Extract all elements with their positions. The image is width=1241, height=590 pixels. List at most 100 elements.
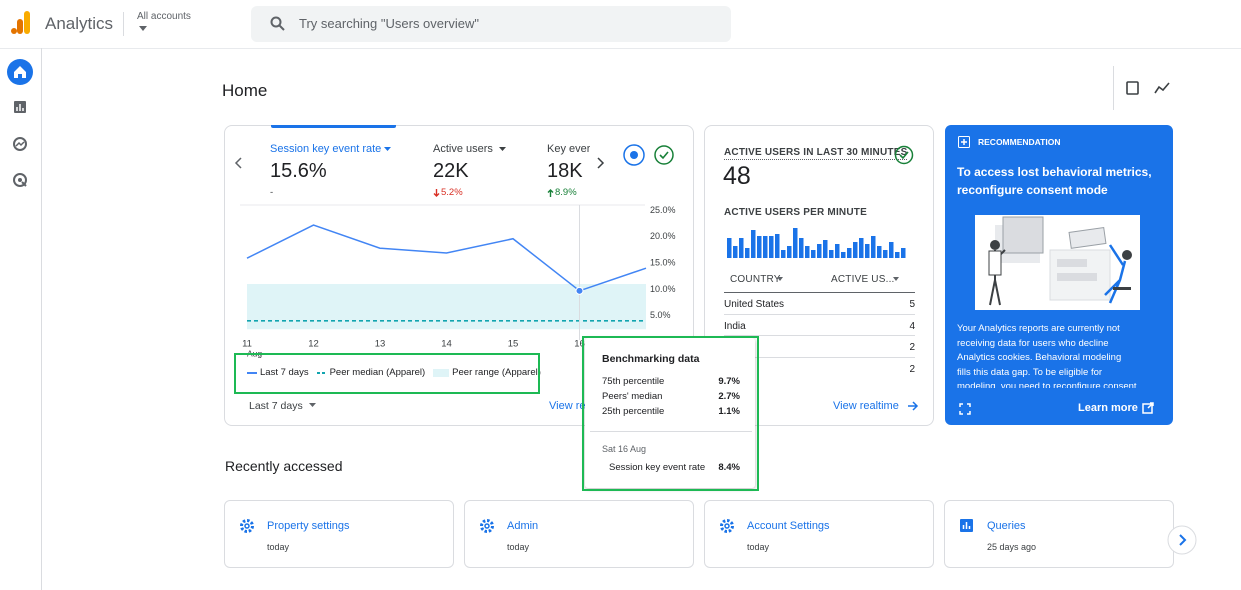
realtime-title: ACTIVE USERS IN LAST 30 MINUTES [724, 147, 908, 160]
metric-change: - [270, 187, 274, 198]
tooltip-row-value: 1.1% [718, 406, 740, 417]
legend-label: Last 7 days [260, 367, 309, 378]
country: United States [724, 299, 785, 310]
view-report-link[interactable]: View re [549, 400, 586, 412]
minute-bar [787, 246, 792, 258]
metric-label[interactable]: Session key event rate [270, 143, 382, 155]
users: 2 [909, 342, 915, 353]
minute-bar [811, 250, 816, 258]
gear [240, 519, 254, 533]
recent-title: Admin [507, 520, 539, 532]
recent-time: today [747, 542, 770, 552]
metric-change: 5.2% [441, 187, 463, 198]
metric-value: 18K [547, 160, 583, 182]
legend-item: Peer range (Apparel) [433, 367, 541, 378]
gear [720, 519, 734, 533]
recent-title: Property settings [267, 520, 350, 532]
table-row: 2 [724, 356, 915, 379]
recent-icon [960, 519, 973, 532]
section-title: Recently accessed [225, 458, 343, 474]
tooltip-row-label: 25th percentile [602, 406, 665, 417]
metric-value: 15.6% [270, 160, 327, 182]
legend-swatch [247, 371, 257, 374]
metric-change: 8.9% [555, 187, 577, 198]
minute-bar [853, 242, 858, 258]
learn-more-link[interactable]: Learn more [1078, 402, 1138, 414]
x-tick-label: 16 [574, 339, 585, 350]
caret[interactable] [499, 147, 507, 153]
gear-hub [244, 523, 250, 529]
tooltip-row-value: 2.7% [718, 391, 740, 402]
tooltip [585, 338, 755, 488]
minute-bar [751, 230, 756, 258]
x-tick-label: 15 [508, 339, 519, 350]
minute-bar [901, 248, 906, 258]
chevrons[interactable] [232, 155, 612, 171]
gear-hub [724, 523, 730, 529]
minute-bar [763, 236, 768, 258]
top-bar [0, 0, 1241, 49]
logo[interactable] [10, 11, 32, 35]
column-header[interactable]: ACTIVE US... [831, 274, 895, 285]
metric-label[interactable]: Active users [433, 143, 493, 155]
rec-label: RECOMMENDATION [978, 137, 1061, 147]
caret[interactable] [309, 403, 317, 409]
table-row: India 4 [724, 313, 915, 336]
minute-bar [841, 252, 846, 258]
hover-point [575, 286, 584, 295]
arrow-icon[interactable] [907, 400, 919, 412]
recent-card[interactable]: Admin today [464, 500, 694, 568]
x-tick-label: 14 [441, 339, 452, 350]
caret [384, 147, 391, 151]
minute-bar [829, 250, 834, 258]
table-lines [962, 522, 971, 529]
x-tick-label: 12 [308, 339, 319, 350]
legend-swatch [316, 371, 327, 374]
column-header[interactable]: COUNTRY [730, 274, 781, 285]
next-button[interactable] [1166, 524, 1198, 556]
caret[interactable] [384, 147, 392, 153]
users: 5 [909, 299, 915, 310]
legend: Last 7 days Peer median (Apparel) Peer ran… [247, 367, 541, 378]
search-box[interactable] [251, 6, 731, 42]
y-tick-label: 20.0% [650, 231, 676, 241]
recent-card[interactable]: Queries 25 days ago [944, 500, 1174, 568]
minute-bar [889, 242, 894, 258]
tooltip-date: Sat 16 Aug [602, 444, 647, 454]
recent-card[interactable]: Account Settings today [704, 500, 934, 568]
minute-bar [727, 238, 732, 258]
recent-title: Account Settings [747, 520, 830, 532]
trend-arrow [547, 189, 554, 197]
gear [480, 519, 494, 533]
caret[interactable] [139, 26, 149, 32]
divider [123, 12, 124, 36]
recent-icon [240, 519, 254, 533]
tooltip-row-label: 75th percentile [602, 376, 665, 387]
y-tick-label: 25.0% [650, 205, 676, 215]
minute-bar [859, 238, 864, 258]
minute-bar [865, 244, 870, 258]
view-realtime-link[interactable]: View realtime [833, 400, 899, 412]
range-picker[interactable]: Last 7 days [249, 400, 303, 412]
recent-icon [480, 519, 494, 533]
metric-label[interactable]: Key ever [547, 143, 590, 155]
account-picker[interactable]: All accounts [137, 11, 191, 22]
carets [777, 277, 899, 281]
rec-body: Your Analytics reports are currently not… [957, 323, 1137, 388]
nav-icons[interactable] [6, 58, 36, 198]
y-tick-label: 15.0% [650, 257, 676, 267]
tooltip-metric: Session key event rate [609, 462, 706, 473]
per-minute-title: ACTIVE USERS PER MINUTE [724, 207, 867, 218]
page-title: Home [222, 81, 268, 100]
header-icons[interactable] [1125, 80, 1175, 96]
card-status-icons[interactable] [622, 143, 678, 167]
external-icon[interactable] [1142, 402, 1154, 414]
highlight-box [582, 336, 759, 491]
realtime-value: 48 [723, 162, 751, 190]
series-line [246, 224, 647, 292]
recent-card[interactable]: Property settings today [224, 500, 454, 568]
swatch [433, 368, 450, 377]
minute-bar [895, 252, 900, 258]
expand-icon[interactable] [959, 403, 971, 415]
